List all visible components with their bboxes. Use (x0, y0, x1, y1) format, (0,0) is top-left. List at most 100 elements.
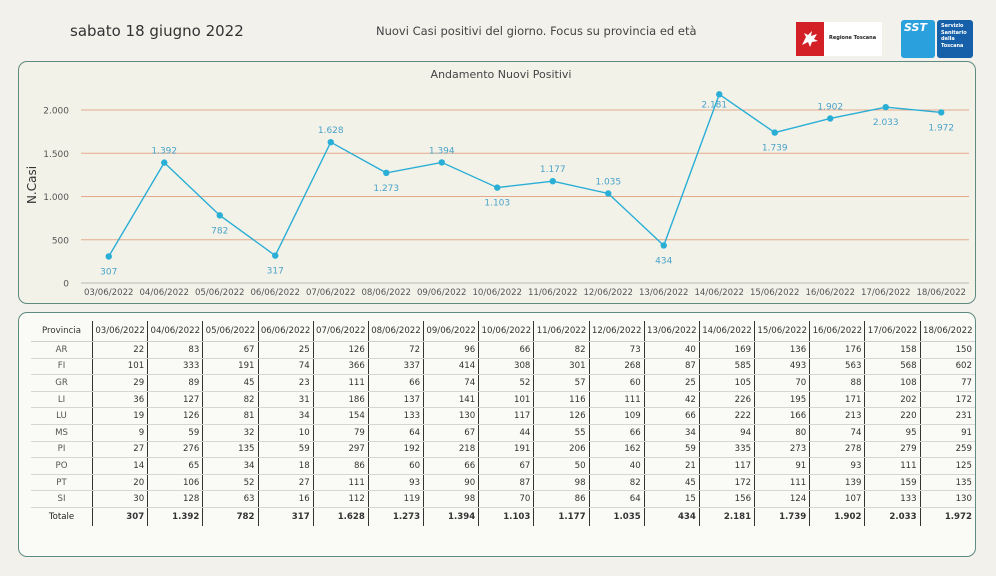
value-cell: 66 (367, 374, 424, 392)
data-label: 317 (267, 267, 284, 277)
value-cell: 81 (202, 407, 259, 425)
value-cell: 19 (92, 407, 148, 425)
pegasus-flag-icon (796, 22, 824, 56)
table-row: LU 19 126 81 34 154 133 130 117 126 109 66 222 166 213… (31, 407, 975, 425)
value-cell: 307 (92, 507, 148, 526)
column-header-date: 03/06/2022 (92, 321, 148, 342)
value-cell: 273 (754, 441, 810, 459)
value-cell: 93 (809, 457, 865, 475)
value-cell: 111 (588, 391, 645, 409)
value-cell: 159 (864, 474, 921, 492)
value-cell: 141 (423, 391, 479, 409)
value-cell: 127 (147, 391, 203, 409)
value-cell: 66 (643, 407, 700, 425)
value-cell: 64 (367, 424, 424, 442)
value-cell: 133 (367, 407, 424, 425)
line-chart: Andamento Nuovi Positivi N.Casi 0 500 1.00… (25, 68, 969, 298)
value-cell: 25 (257, 341, 314, 359)
province-cell: AR (31, 341, 93, 359)
value-cell: 90 (423, 474, 479, 492)
data-label: 1.103 (484, 199, 510, 209)
value-cell: 202 (864, 391, 921, 409)
value-cell: 21 (643, 457, 700, 475)
value-cell: 107 (809, 490, 865, 508)
value-cell: 278 (809, 441, 865, 459)
data-point (771, 129, 778, 136)
column-header-date: 04/06/2022 (147, 321, 203, 342)
value-cell: 1.103 (478, 507, 534, 526)
value-cell: 172 (698, 474, 755, 492)
value-cell: 79 (312, 424, 369, 442)
data-point (383, 169, 390, 177)
value-cell: 91 (919, 424, 975, 442)
province-cell: PO (31, 457, 93, 475)
value-cell: 52 (202, 474, 259, 492)
table-row: AR 22 83 67 25 126 72 96 66 82 73 40 169 136 176 158 150 (31, 341, 975, 359)
value-cell: 106 (147, 474, 203, 492)
report-date: sabato 18 giugno 2022 (70, 22, 244, 40)
value-cell: 206 (533, 441, 590, 459)
value-cell: 117 (698, 457, 755, 475)
value-cell: 172 (919, 391, 975, 409)
value-cell: 176 (809, 341, 865, 359)
value-cell: 128 (147, 490, 203, 508)
data-label: 1.273 (373, 184, 399, 194)
sst-name: Servizio Sanitario della Toscana (937, 20, 973, 58)
value-cell: 169 (698, 341, 755, 359)
column-header-date: 09/06/2022 (423, 321, 479, 342)
y-tick-label: 2.000 (43, 107, 69, 117)
value-cell: 45 (643, 474, 700, 492)
data-point (549, 177, 556, 185)
value-cell: 34 (643, 424, 700, 442)
value-cell: 126 (312, 341, 369, 359)
value-cell: 18 (257, 457, 314, 475)
value-cell: 191 (478, 441, 534, 459)
value-cell: 414 (423, 358, 479, 376)
data-label: 2.033 (873, 118, 899, 128)
value-cell: 67 (202, 341, 259, 359)
value-cell: 67 (478, 457, 534, 475)
value-cell: 45 (202, 374, 259, 392)
value-cell: 83 (147, 341, 203, 359)
data-label: 1.972 (928, 123, 954, 133)
column-header-date: 07/06/2022 (312, 321, 369, 342)
value-cell: 67 (423, 424, 479, 442)
value-cell: 213 (809, 407, 865, 425)
value-cell: 1.972 (919, 507, 975, 526)
series-line (108, 93, 942, 257)
value-cell: 27 (257, 474, 314, 492)
value-cell: 40 (588, 457, 645, 475)
value-cell: 1.392 (147, 507, 203, 526)
value-cell: 119 (367, 490, 424, 508)
value-cell: 137 (367, 391, 424, 409)
value-cell: 111 (864, 457, 921, 475)
value-cell: 2.181 (698, 507, 755, 526)
x-tick-label: 09/06/2022 (417, 288, 467, 298)
data-point (105, 253, 112, 260)
value-cell: 86 (533, 490, 590, 508)
value-cell: 124 (754, 490, 810, 508)
value-cell: 70 (478, 490, 534, 508)
x-tick-label: 04/06/2022 (139, 288, 189, 298)
value-cell: 1.273 (367, 507, 424, 526)
data-point (882, 103, 889, 111)
province-cell: GR (31, 374, 93, 392)
province-cell: MS (31, 424, 93, 442)
value-cell: 74 (423, 374, 479, 392)
value-cell: 59 (147, 424, 203, 442)
x-tick-label: 05/06/2022 (195, 288, 245, 298)
data-label: 307 (100, 267, 117, 277)
regione-toscana-logo: Regione Toscana (796, 22, 882, 56)
column-header-date: 05/06/2022 (202, 321, 259, 342)
value-cell: 34 (257, 407, 314, 425)
province-cell: PT (31, 474, 93, 492)
value-cell: 27 (92, 441, 148, 459)
value-cell: 86 (312, 457, 369, 475)
column-header-provincia: Provincia (31, 321, 93, 342)
value-cell: 101 (478, 391, 534, 409)
value-cell: 55 (533, 424, 590, 442)
value-cell: 16 (257, 490, 314, 508)
value-cell: 91 (754, 457, 810, 475)
province-cell: LI (31, 391, 93, 409)
column-header-date: 10/06/2022 (478, 321, 534, 342)
